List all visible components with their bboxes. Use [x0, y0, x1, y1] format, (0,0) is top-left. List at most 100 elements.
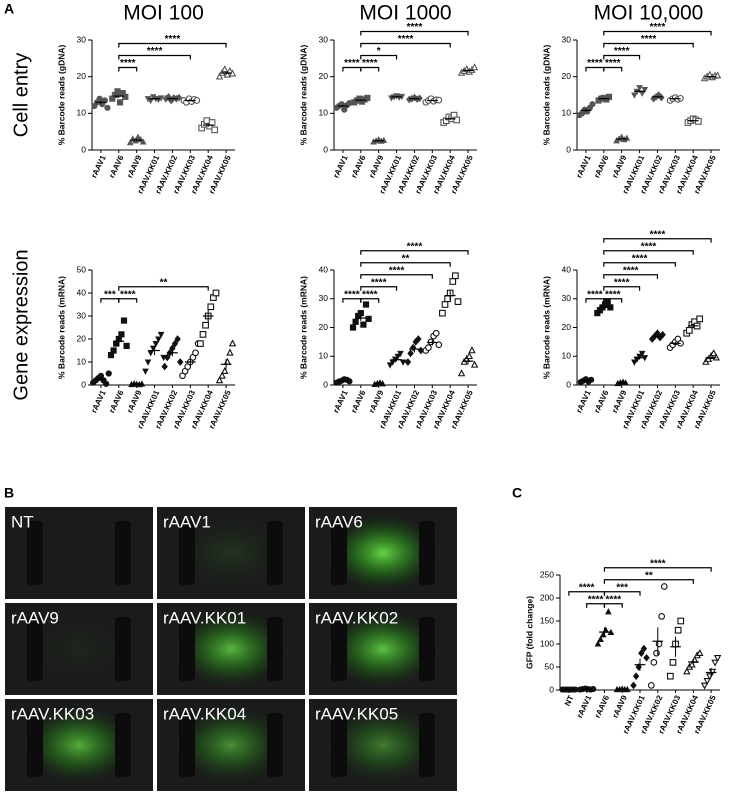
data-point — [415, 335, 422, 343]
data-point — [152, 341, 160, 348]
significance-bracket — [603, 30, 712, 36]
fluorescence — [168, 511, 294, 595]
y-tick-label: 20 — [562, 322, 572, 332]
significance-label: **** — [407, 22, 423, 33]
y-tick-label: 250 — [540, 569, 554, 579]
x-tick-label: rAAV1 — [574, 388, 592, 414]
significance-bracket — [360, 250, 469, 255]
data-point — [638, 649, 645, 658]
significance-label: **** — [650, 22, 666, 33]
channel-wall — [419, 617, 435, 681]
y-tick-label: 20 — [562, 71, 572, 81]
significance-label: **** — [605, 289, 621, 300]
x-tick-label: rAAV6 — [592, 388, 610, 414]
data-point — [660, 583, 668, 590]
y-tick-label: 10 — [77, 356, 87, 366]
significance-label: **** — [147, 46, 163, 57]
significance-bracket — [603, 286, 641, 291]
data-point — [683, 667, 691, 675]
data-point — [658, 613, 666, 620]
data-point — [218, 371, 226, 379]
significance-label: **** — [165, 34, 181, 45]
data-point — [199, 331, 207, 338]
data-point — [110, 347, 117, 354]
data-point — [208, 119, 216, 126]
significance-bracket — [118, 42, 227, 48]
significance-bracket — [360, 30, 469, 36]
significance-label: *** — [616, 582, 628, 593]
data-point — [357, 310, 364, 317]
data-point — [144, 359, 152, 366]
y-tick-label: 40 — [77, 287, 87, 297]
data-point — [386, 362, 394, 369]
image-label: rAAV.KK01 — [163, 608, 246, 627]
y-axis-label: % Barcode reads (mRNA) — [298, 276, 308, 379]
significance-bracket — [118, 66, 138, 72]
data-point — [207, 303, 215, 311]
data-point — [449, 278, 457, 285]
significance-bracket — [603, 54, 641, 60]
data-point — [589, 101, 596, 108]
data-point — [641, 86, 649, 94]
image-label: NT — [11, 512, 34, 531]
x-tick-label: rAAV6 — [107, 388, 125, 414]
significance-label: **** — [398, 34, 414, 45]
y-tick-label: 10 — [562, 351, 572, 361]
y-tick-label: 10 — [77, 108, 87, 118]
fluorescence — [320, 703, 446, 787]
x-tick-label: rAAV9 — [125, 388, 143, 414]
channel-wall — [419, 713, 435, 777]
significance-label: **** — [120, 289, 136, 300]
data-point — [674, 626, 682, 634]
data-point — [96, 95, 103, 102]
data-point — [700, 682, 709, 690]
significance-label: **** — [588, 594, 604, 605]
x-tick-label: rAAV6 — [592, 153, 610, 179]
data-point — [643, 653, 650, 662]
data-point — [157, 331, 165, 339]
data-point — [362, 301, 370, 308]
data-point — [226, 348, 234, 356]
data-point — [454, 298, 462, 305]
data-point — [221, 366, 229, 374]
significance-label: **** — [650, 229, 666, 240]
significance-bracket — [360, 274, 433, 279]
y-tick-label: 30 — [319, 293, 329, 303]
data-point — [352, 318, 359, 325]
significance-bracket — [360, 286, 398, 291]
data-point — [425, 344, 432, 351]
data-point — [105, 370, 112, 377]
y-tick-label: 30 — [562, 34, 572, 44]
significance-label: ** — [160, 277, 168, 288]
significance-bracket — [603, 274, 659, 279]
channel-wall — [331, 713, 347, 777]
fluorescence — [16, 703, 142, 787]
x-tick-label: rAAV1 — [89, 388, 107, 414]
significance-label: **** — [632, 253, 648, 264]
significance-bracket — [360, 42, 451, 48]
chart-title: MOI 100 — [123, 2, 204, 25]
data-point — [605, 93, 613, 100]
y-tick-label: 40 — [319, 264, 329, 274]
data-point — [453, 116, 461, 124]
data-point — [192, 349, 199, 357]
data-point — [349, 324, 357, 331]
panel-label: B — [4, 485, 14, 501]
y-tick-label: 50 — [545, 661, 555, 671]
significance-bracket — [603, 567, 712, 572]
significance-bracket — [360, 54, 398, 60]
channel-wall — [115, 521, 131, 585]
data-point — [365, 315, 372, 322]
data-point — [114, 88, 121, 95]
image-label: rAAV9 — [11, 608, 59, 627]
significance-label: **** — [587, 58, 603, 69]
channel-wall — [27, 521, 43, 585]
y-tick-label: 0 — [323, 379, 328, 389]
data-point — [630, 681, 637, 690]
x-tick-label: rAAV9 — [125, 153, 143, 179]
significance-label: *** — [104, 289, 116, 300]
significance-bracket — [603, 238, 712, 243]
y-tick-label: 10 — [319, 351, 329, 361]
significance-label: * — [377, 46, 381, 57]
